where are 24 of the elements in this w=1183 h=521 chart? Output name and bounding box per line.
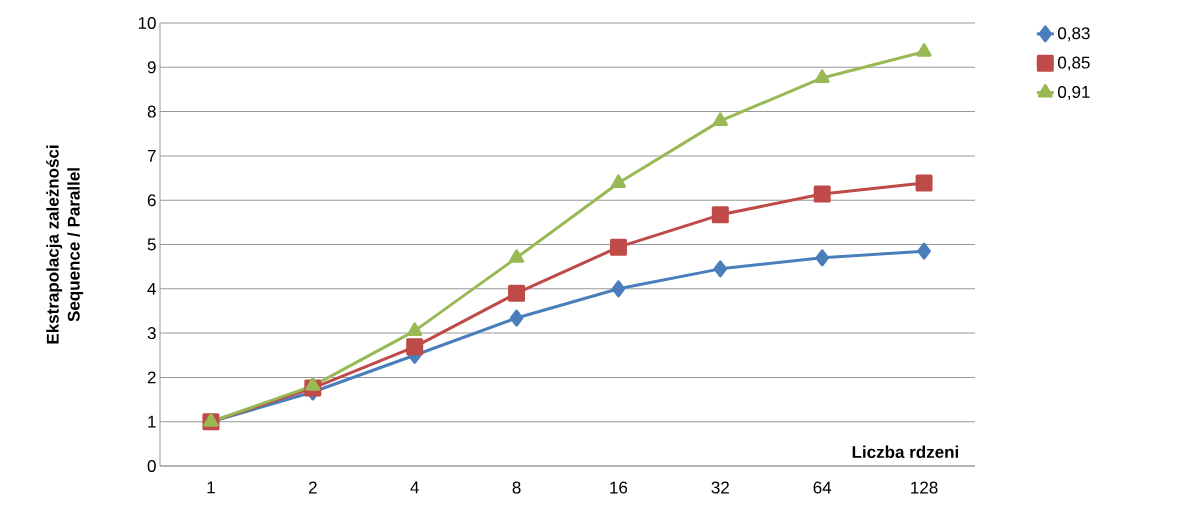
legend-label: 0,83 [1058,27,1090,42]
y-tick-label: 7 [147,150,156,162]
y-tick-label: 6 [147,194,156,207]
y-tick-label: 2 [147,371,156,384]
x-tick-label: 16 [610,481,628,494]
y-tick-label: 8 [147,105,156,118]
y-tick-label: 5 [147,238,156,251]
y-tick-label: 1 [148,415,156,428]
x-tick-label: 4 [410,481,419,494]
legend-label: 0,85 [1058,56,1090,71]
y-tick-label: 3 [147,327,156,340]
y-tick-label: 10 [138,16,156,30]
x-tick-label: 128 [911,481,938,494]
x-tick-label: 8 [512,481,521,494]
legend-label: 0,91 [1058,85,1090,100]
x-tick-label: 1 [207,481,215,494]
y-axis-title: Ekstrapolacja zależności Sequence / Parallel [46,145,84,344]
x-tick-label: 64 [813,481,832,494]
x-tick-label: 2 [308,481,317,494]
y-tick-label: 4 [147,282,156,295]
x-axis-title: Liczba rdzeni [852,445,959,459]
y-tick-label: 0 [147,459,156,473]
y-tick-label: 9 [147,61,156,74]
x-tick-label: 32 [711,481,729,494]
